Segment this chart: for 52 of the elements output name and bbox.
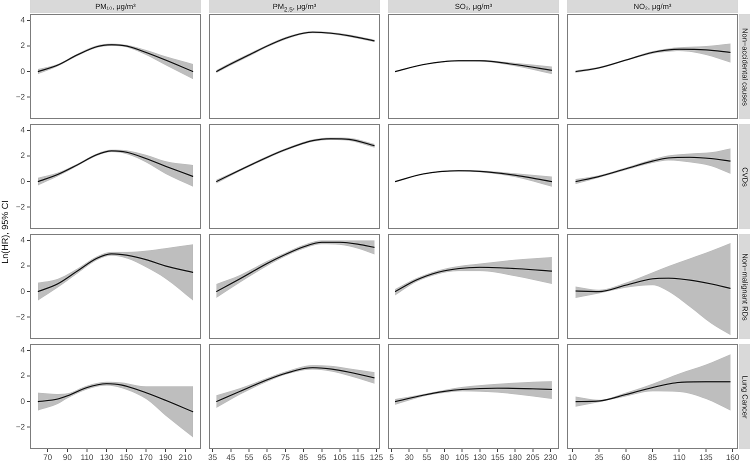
y-tick-label: −2	[16, 312, 26, 322]
x-tick-label: 90	[62, 453, 72, 462]
x-tick-label: 70	[43, 453, 53, 462]
y-tick-label: 2	[20, 41, 26, 50]
x-tick-label: 55	[422, 453, 432, 462]
y-axis-title: Ln(HR), 95% CI	[0, 200, 10, 264]
x-tick-label: 35	[594, 453, 604, 462]
x-tick-label: 45	[226, 453, 236, 462]
y-tick-label: 2	[20, 151, 26, 160]
x-tick-label: 180	[508, 453, 522, 462]
y-tick-label: −2	[16, 202, 26, 212]
x-tick-label: 155	[490, 453, 505, 462]
x-tick-label: 210	[178, 453, 192, 462]
x-tick-label: 110	[80, 453, 94, 462]
x-tick-label: 230	[544, 453, 558, 462]
y-tick-label: 0	[20, 396, 26, 406]
x-tick-label: 30	[404, 453, 414, 462]
x-tick-label: 85	[648, 453, 658, 462]
y-tick-label: 4	[20, 126, 26, 135]
x-tick-label: 60	[621, 453, 631, 462]
x-tick-label: 130	[100, 453, 114, 462]
x-tick-label: 170	[139, 453, 154, 462]
y-tick-label: 0	[20, 176, 26, 186]
x-tick-label: 125	[370, 453, 384, 462]
x-tick-label: 205	[526, 453, 540, 462]
x-tick-label: 95	[317, 453, 327, 462]
y-tick-label: 2	[20, 261, 26, 270]
y-tick-label: 4	[20, 346, 26, 355]
y-tick-label: 2	[20, 371, 26, 380]
y-tick-label: 0	[20, 286, 26, 296]
x-tick-label: 85	[299, 453, 309, 462]
x-tick-label: 5	[389, 453, 394, 462]
x-tick-label: 65	[262, 453, 272, 462]
x-tick-label: 80	[440, 453, 450, 462]
x-tick-label: 130	[473, 453, 488, 462]
x-tick-label: 105	[333, 453, 348, 462]
x-tick-label: 115	[352, 453, 366, 462]
x-tick-label: 35	[208, 453, 218, 462]
y-tick-label: −2	[16, 422, 26, 432]
x-tick-label: 150	[120, 453, 134, 462]
y-tick-label: −2	[16, 92, 26, 102]
x-tick-label: 160	[726, 453, 740, 462]
x-tick-label: 110	[672, 453, 686, 462]
x-tick-label: 190	[158, 453, 173, 462]
y-tick-label: 4	[20, 236, 26, 245]
x-tick-label: 75	[280, 453, 290, 462]
x-tick-label: 10	[568, 453, 578, 462]
x-tick-label: 105	[456, 453, 470, 462]
x-tick-label: 55	[244, 453, 254, 462]
y-tick-label: 4	[20, 16, 26, 25]
y-tick-label: 0	[20, 66, 26, 76]
x-tick-label: 135	[699, 453, 714, 462]
